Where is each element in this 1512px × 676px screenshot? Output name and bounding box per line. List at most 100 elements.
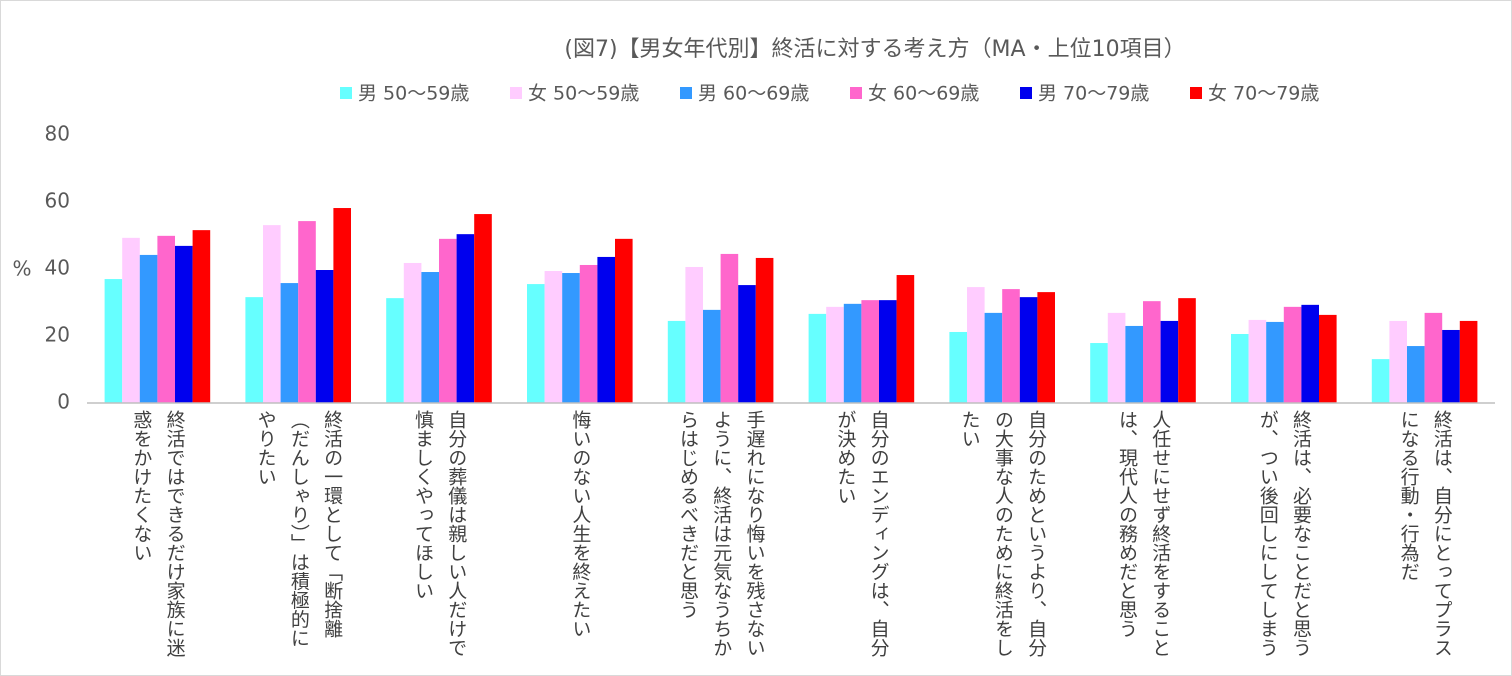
x-tick-label: 人任せにせず終活をすることは、現代人の務めだと思う [1115, 410, 1172, 657]
bar [527, 284, 545, 403]
bar [1389, 320, 1407, 403]
x-tick-label-box: 終活ではできるだけ家族に迷惑をかけたくない [87, 410, 228, 668]
x-tick-label: 終活ではできるだけ家族に迷惑をかけたくない [130, 410, 186, 657]
bar [1019, 297, 1038, 403]
y-tick-label: 40 [45, 256, 70, 280]
bar [843, 303, 862, 403]
bar [1160, 320, 1179, 403]
x-tick-label-box: 終活は、必要なことだと思うが、つい後回しにしてしまう [1213, 410, 1354, 668]
bar [1319, 314, 1337, 403]
legend-label: 女 50～59歳 [528, 83, 639, 105]
x-tick-label: 自分のためというより、自分の大事な人のために終活をしたい [958, 410, 1048, 657]
bar [104, 279, 123, 403]
bar [755, 257, 774, 403]
bar [879, 300, 897, 403]
bar [157, 235, 175, 403]
bar [1037, 292, 1055, 403]
y-axis-label: % [12, 257, 31, 281]
bar [245, 297, 263, 403]
x-tick-label: 終活は、必要なことだと思うが、つい後回しにしてしまう [1256, 410, 1313, 657]
x-tick-label-box: 人任せにせず終活をすることは、現代人の務めだと思う [1073, 410, 1214, 668]
x-tick-label: 手遅れになり悔いを残さないように、終活は元気なうちからはじめるべきだと思う [676, 410, 766, 657]
y-tick-label: 20 [45, 323, 70, 347]
bar [1442, 329, 1460, 403]
legend-swatch [340, 87, 352, 99]
bar [192, 230, 211, 403]
bar [1090, 343, 1108, 403]
bar [1459, 320, 1478, 403]
chart-title: (図7)【男女年代別】終活に対する考え方（MA・上位10項目） [564, 37, 1185, 62]
bar [597, 256, 615, 403]
legend-swatch [680, 87, 692, 99]
legend-label: 女 70～79歳 [1208, 83, 1319, 105]
bar [456, 234, 475, 403]
bar [315, 270, 334, 403]
bar [738, 285, 756, 403]
x-tick-label-box: 自分のためというより、自分の大事な人のために終活をしたい [932, 410, 1073, 668]
x-tick-label: 終活は、自分にとってプラスになる行動・行為だ [1397, 410, 1453, 657]
bar [826, 306, 844, 403]
x-tick-label: 自分の葬儀は親しい人だけで慎ましくやってほしい [411, 410, 468, 657]
bar [1125, 325, 1143, 403]
y-tick-label: 80 [45, 122, 70, 146]
bar [685, 266, 703, 403]
bar [1143, 301, 1161, 403]
y-tick-label: 0 [57, 390, 70, 414]
bar [1301, 304, 1319, 403]
legend-swatch [1190, 87, 1202, 99]
bar [984, 312, 1003, 403]
bar [579, 264, 598, 403]
bar [333, 208, 351, 403]
x-tick-label-box: 終活の一環として「断捨離（だんしゃり）」は積極的にやりたい [228, 410, 369, 668]
bar [439, 238, 457, 403]
x-tick-label: 終活の一環として「断捨離（だんしゃり）」は積極的にやりたい [254, 410, 344, 648]
bar [263, 225, 281, 403]
bar [861, 300, 879, 403]
bar [896, 275, 915, 403]
legend-label: 男 50～59歳 [358, 83, 469, 105]
y-tick-label: 60 [45, 189, 70, 213]
bar [1002, 289, 1020, 403]
legend-label: 男 70～79歳 [1038, 83, 1149, 105]
bar [1107, 312, 1126, 403]
bar [562, 273, 580, 403]
bar [703, 309, 721, 403]
bar [1231, 333, 1249, 403]
bar [667, 320, 686, 403]
legend-label: 女 60～69歳 [868, 83, 979, 105]
x-tick-label: 悔いのない人生を終えたい [569, 410, 592, 638]
bar [1424, 312, 1443, 403]
bar [175, 245, 193, 403]
bar [615, 238, 633, 403]
bar [280, 283, 299, 403]
legend-swatch [1020, 87, 1032, 99]
x-tick-label-box: 手遅れになり悔いを残さないように、終活は元気なうちからはじめるべきだと思う [650, 410, 791, 668]
bar [122, 237, 140, 403]
bar [949, 331, 967, 403]
bar [967, 287, 985, 403]
bar [1407, 346, 1425, 403]
bar [808, 313, 827, 403]
bar [1266, 321, 1284, 403]
bar [474, 214, 492, 403]
legend-swatch [850, 87, 862, 99]
bar [1283, 306, 1302, 403]
bar [139, 254, 158, 403]
legend-label: 男 60～69歳 [698, 83, 809, 105]
x-tick-label-box: 自分のエンディングは、自分が決めたい [791, 410, 932, 668]
bar [1178, 298, 1196, 403]
bar [421, 272, 439, 403]
bar [544, 271, 563, 403]
bar [1248, 319, 1267, 403]
bar [298, 221, 316, 403]
bar [720, 253, 739, 403]
bar [386, 298, 404, 403]
legend-swatch [510, 87, 522, 99]
x-tick-label: 自分のエンディングは、自分が決めたい [834, 410, 890, 657]
bar [403, 262, 422, 403]
x-tick-label-box: 終活は、自分にとってプラスになる行動・行為だ [1354, 410, 1495, 668]
x-tick-label-box: 自分の葬儀は親しい人だけで慎ましくやってほしい [369, 410, 510, 668]
x-tick-label-box: 悔いのない人生を終えたい [509, 410, 650, 668]
bar [1371, 359, 1390, 403]
